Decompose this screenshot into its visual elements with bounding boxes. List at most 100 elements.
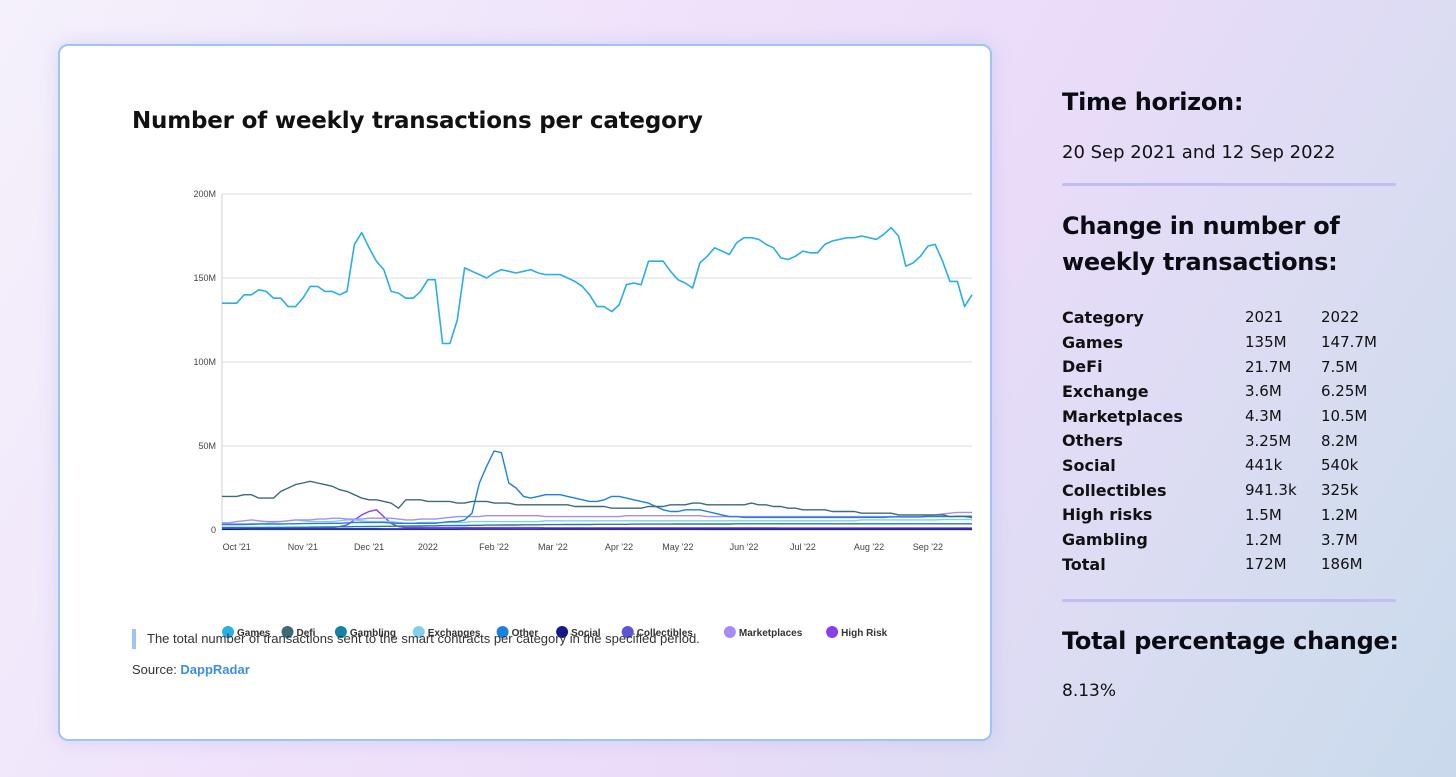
category-cell: Marketplaces	[1062, 406, 1183, 426]
value-cell: 3.25M	[1245, 431, 1292, 450]
divider	[1062, 599, 1396, 602]
legend-label: Games	[237, 628, 271, 639]
category-cell: Exchange	[1062, 381, 1149, 401]
legend-marker	[281, 626, 294, 638]
legend-label: Collectibles	[637, 628, 694, 639]
total-change-title: Total percentage change:	[1062, 627, 1399, 655]
value-cell: 147.7M	[1321, 333, 1377, 352]
change-table: Category 2021 2022 Games 135M 147.7M DeFi 21…	[1062, 305, 1391, 577]
table-row: Social 441k 540k	[1062, 453, 1391, 478]
legend-label: Social	[571, 628, 601, 639]
value-cell: 540k	[1321, 456, 1359, 475]
x-tick-label: Apr '22	[605, 542, 633, 552]
value-cell: 941.3k	[1245, 481, 1297, 500]
series-line-exchanges	[222, 518, 972, 525]
table-header: 2022	[1321, 308, 1360, 327]
line-chart: 0 50M 100M 150M 200M Oct '21 Nov '21 Dec '21 202…	[193, 189, 973, 639]
value-cell: 6.25M	[1321, 382, 1368, 401]
source-label: Source:	[132, 662, 181, 677]
table-header-row: Category 2021 2022	[1062, 305, 1391, 330]
x-tick-label: Jun '22	[730, 542, 759, 552]
series-line-games	[222, 226, 973, 345]
value-cell: 441k	[1245, 456, 1283, 475]
table-row: Others 3.25M 8.2M	[1062, 428, 1391, 453]
category-cell: Social	[1062, 455, 1116, 475]
category-cell: Games	[1062, 332, 1123, 352]
table-row: Collectibles 941.3k 325k	[1062, 478, 1391, 503]
value-cell: 3.7M	[1321, 530, 1358, 549]
legend-marker	[723, 626, 736, 638]
series-line-other	[222, 450, 972, 526]
legend-marker	[334, 626, 347, 638]
x-tick-label: 2022	[418, 542, 438, 552]
y-tick-label: 0	[211, 525, 216, 535]
table-row: High risks 1.5M 1.2M	[1062, 503, 1391, 528]
legend-marker	[621, 626, 634, 638]
change-title: Change in number of weekly transactions:	[1062, 212, 1340, 276]
value-cell: 8.2M	[1321, 431, 1358, 450]
series-line-marketplaces	[222, 511, 972, 524]
series-line-defi	[222, 480, 973, 519]
divider	[1062, 183, 1396, 186]
y-tick-label: 100M	[193, 357, 216, 367]
table-row: Total 172M 186M	[1062, 552, 1391, 577]
legend-marker	[412, 626, 425, 638]
time-horizon-title: Time horizon:	[1062, 88, 1244, 116]
legend-label: Gambling	[350, 628, 396, 639]
total-change-value: 8.13%	[1062, 681, 1117, 701]
category-cell: DeFi	[1062, 357, 1103, 377]
value-cell: 1.2M	[1321, 505, 1358, 524]
source-line: Source: DappRadar	[132, 662, 250, 677]
x-tick-label: Oct '21	[223, 542, 251, 552]
category-cell: Gambling	[1062, 530, 1148, 550]
legend-label: Exchanges	[428, 628, 481, 639]
table-row: Gambling 1.2M 3.7M	[1062, 527, 1391, 552]
value-cell: 1.5M	[1245, 505, 1282, 524]
legend-label: Defi	[297, 628, 316, 639]
category-cell: Collectibles	[1062, 480, 1167, 500]
category-cell: Others	[1062, 431, 1123, 451]
x-tick-label: Jul '22	[790, 542, 816, 552]
chart-caption: The total number of transactions sent to…	[132, 629, 700, 649]
chart-card: Number of weekly transactions per catego…	[58, 44, 992, 741]
table-row: Exchange 3.6M 6.25M	[1062, 379, 1391, 404]
value-cell: 1.2M	[1245, 530, 1282, 549]
series-line-high-risk	[222, 509, 972, 529]
legend-label: Marketplaces	[739, 628, 803, 639]
value-cell: 10.5M	[1321, 407, 1368, 426]
legend-marker	[826, 626, 839, 638]
table-row: Marketplaces 4.3M 10.5M	[1062, 404, 1391, 429]
series-line-gambling	[222, 523, 972, 529]
x-tick-label: Nov '21	[288, 542, 318, 552]
legend-marker	[222, 626, 234, 638]
source-link[interactable]: DappRadar	[180, 662, 250, 677]
x-tick-label: Dec '21	[354, 542, 384, 552]
category-cell: Total	[1062, 554, 1106, 574]
value-cell: 3.6M	[1245, 382, 1282, 401]
value-cell: 21.7M	[1245, 357, 1292, 376]
x-tick-label: Sep '22	[913, 542, 943, 552]
value-cell: 172M	[1245, 555, 1287, 574]
value-cell: 7.5M	[1321, 357, 1358, 376]
legend-marker	[496, 626, 509, 638]
legend-label: Other	[512, 628, 539, 639]
value-cell: 4.3M	[1245, 407, 1282, 426]
y-tick-label: 150M	[193, 273, 216, 283]
x-tick-label: Aug '22	[854, 542, 884, 552]
y-tick-label: 200M	[193, 189, 216, 199]
value-cell: 135M	[1245, 333, 1287, 352]
legend-marker	[556, 626, 569, 638]
value-cell: 325k	[1321, 481, 1359, 500]
table-row: Games 135M 147.7M	[1062, 330, 1391, 355]
value-cell: 186M	[1321, 555, 1363, 574]
legend-label: High Risk	[841, 628, 888, 639]
table-row: DeFi 21.7M 7.5M	[1062, 354, 1391, 379]
x-tick-label: Mar '22	[538, 542, 568, 552]
time-horizon-value: 20 Sep 2021 and 12 Sep 2022	[1062, 142, 1336, 163]
x-tick-label: Feb '22	[479, 542, 509, 552]
y-tick-label: 50M	[198, 441, 216, 451]
chart-title: Number of weekly transactions per catego…	[132, 108, 703, 134]
x-tick-label: May '22	[662, 542, 693, 552]
table-header: Category	[1062, 307, 1144, 327]
table-header: 2021	[1245, 308, 1284, 327]
